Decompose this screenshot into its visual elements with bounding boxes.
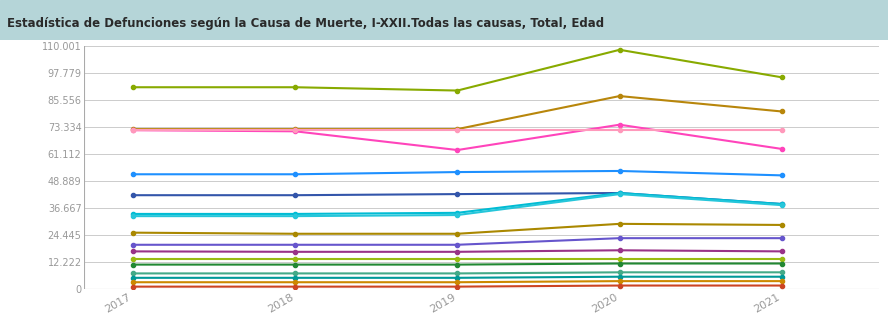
- Text: Estadística de Defunciones según la Causa de Muerte, I-XXII.Todas las causas, To: Estadística de Defunciones según la Caus…: [7, 17, 604, 30]
